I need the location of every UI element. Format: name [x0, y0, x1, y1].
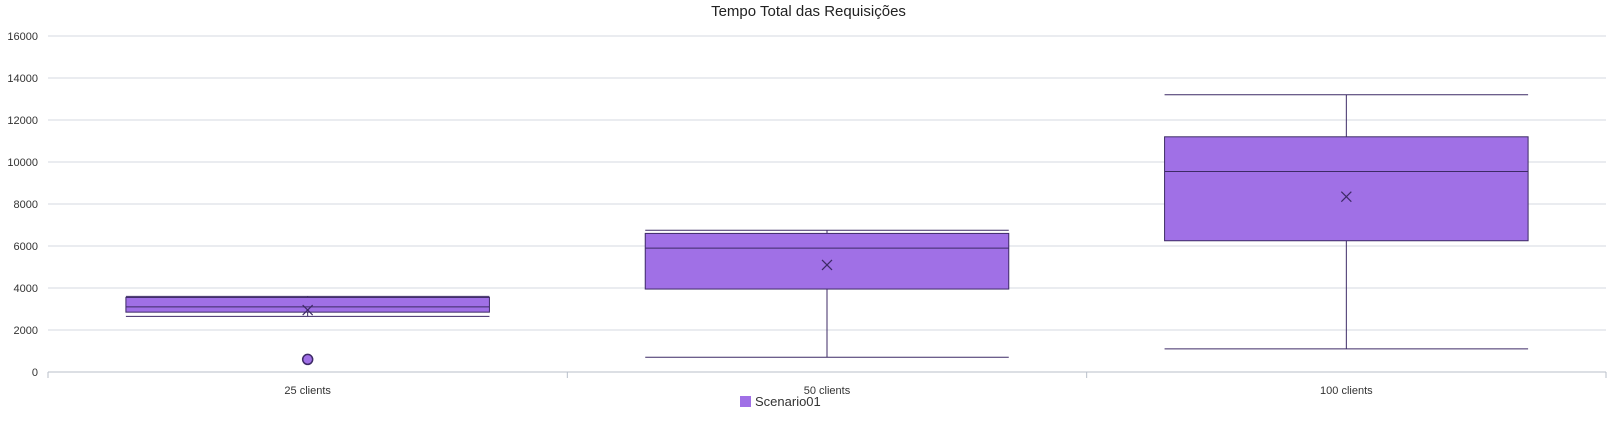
y-axis: 0 2000 4000 6000 8000 10000 12000 14000 16000	[7, 31, 38, 379]
y-tick-label: 12000	[7, 115, 38, 127]
legend-swatch	[740, 396, 751, 407]
y-tick-label: 6000	[14, 241, 38, 253]
box-25-clients	[125, 295, 490, 366]
mean-marker	[302, 304, 314, 316]
box-50-clients	[644, 229, 1010, 358]
y-tick-label: 8000	[14, 199, 38, 211]
x-tick-label: 50 clients	[804, 385, 851, 397]
y-tick-label: 2000	[14, 325, 38, 337]
x-axis: 25 clients 50 clients 100 clients	[47, 371, 1607, 397]
mean-marker	[1340, 191, 1352, 203]
iqr-box	[125, 296, 490, 313]
x-tick-label: 25 clients	[284, 385, 331, 397]
mean-marker	[821, 259, 833, 271]
grid	[48, 35, 1606, 373]
box-100-clients	[1164, 94, 1529, 350]
iqr-box	[1164, 136, 1529, 242]
box-plots	[125, 94, 1529, 366]
legend[interactable]: Scenario01	[740, 394, 821, 409]
y-tick-label: 4000	[14, 283, 38, 295]
y-tick-label: 0	[32, 367, 38, 379]
legend-label: Scenario01	[755, 394, 821, 409]
outlier-point	[301, 353, 314, 366]
y-tick-label: 14000	[7, 73, 38, 85]
y-tick-label: 10000	[7, 157, 38, 169]
x-tick-label: 100 clients	[1320, 385, 1373, 397]
y-tick-label: 16000	[7, 31, 38, 43]
chart-title: Tempo Total das Requisições	[711, 3, 906, 20]
iqr-box	[644, 232, 1010, 290]
